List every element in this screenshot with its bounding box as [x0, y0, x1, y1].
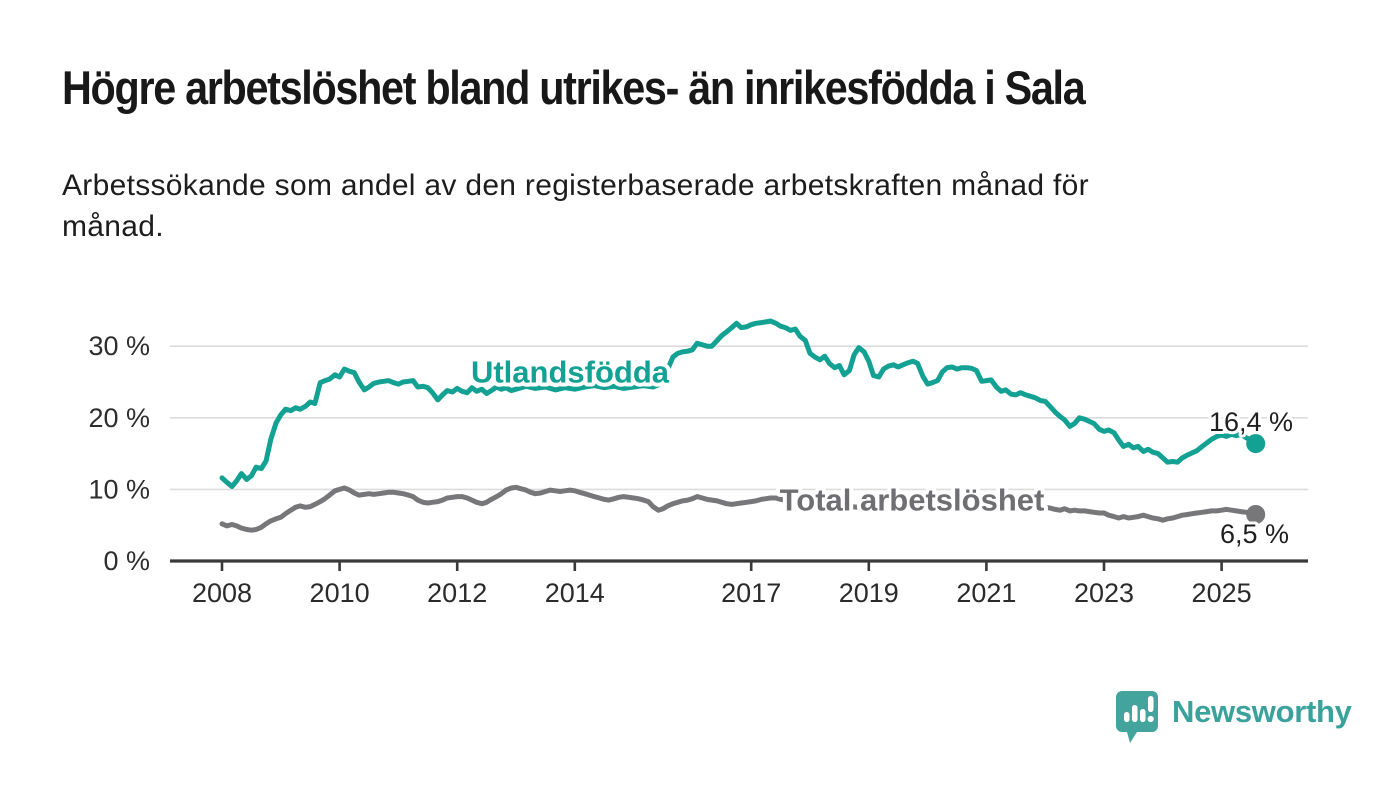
series-label-total: Total arbetslöshet: [780, 483, 1045, 518]
series-end-dot-utlandsfodda: [1246, 434, 1266, 454]
series-end-dot-total: [1246, 504, 1266, 524]
y-axis-label-0: 0 %: [103, 546, 150, 576]
x-axis-label-2017: 2017: [721, 578, 781, 608]
newsworthy-speech-bubble-bar-chart-icon: [1116, 691, 1158, 743]
end-value-label-utlandsfodda: 16,4 %: [1209, 407, 1293, 437]
page-subtitle: Arbetssökande som andel av den registerb…: [62, 169, 1089, 243]
x-axis-label-2012: 2012: [427, 578, 487, 608]
x-axis-label-2025: 2025: [1192, 578, 1252, 608]
y-axis-label-30: 30 %: [88, 331, 150, 361]
series-line-total: [219, 484, 1259, 533]
x-axis-label-2014: 2014: [545, 578, 605, 608]
series-line-utlandsfodda: [219, 318, 1259, 489]
x-axis-label-2008: 2008: [192, 578, 252, 608]
end-value-label-total: 6,5 %: [1220, 519, 1289, 549]
page-title: Högre arbetslöshet bland utrikes- än inr…: [62, 61, 1086, 114]
y-axis-label-20: 20 %: [88, 403, 150, 433]
series-label-utlandsfodda: Utlandsfödda: [471, 355, 670, 390]
newsworthy-logo-text: Newsworthy: [1172, 694, 1352, 729]
newsworthy-logo: Newsworthy: [1113, 685, 1363, 747]
x-axis-label-2021: 2021: [956, 578, 1016, 608]
x-axis-label-2010: 2010: [310, 578, 370, 608]
x-axis-label-2019: 2019: [839, 578, 899, 608]
x-axis-label-2023: 2023: [1074, 578, 1134, 608]
y-axis-label-10: 10 %: [88, 474, 150, 504]
